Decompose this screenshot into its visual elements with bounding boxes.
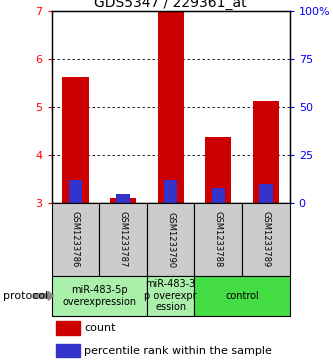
Bar	[194, 203, 242, 276]
Text: percentile rank within the sample: percentile rank within the sample	[84, 346, 272, 356]
Text: GSM1233789: GSM1233789	[261, 212, 270, 268]
Bar	[211, 188, 225, 203]
Text: GSM1233788: GSM1233788	[214, 211, 223, 268]
Bar	[147, 203, 194, 276]
Bar	[147, 276, 194, 316]
Bar	[259, 184, 273, 203]
Bar	[205, 137, 231, 203]
Bar	[116, 193, 130, 203]
Text: count: count	[84, 323, 116, 333]
Text: control: control	[225, 291, 259, 301]
Bar	[56, 322, 80, 335]
Bar	[52, 203, 99, 276]
Text: GSM1233786: GSM1233786	[71, 211, 80, 268]
Bar	[69, 180, 82, 203]
Title: GDS5347 / 229361_at: GDS5347 / 229361_at	[94, 0, 247, 10]
Text: GSM1233790: GSM1233790	[166, 212, 175, 268]
Bar	[62, 77, 89, 203]
Text: GSM1233787: GSM1233787	[119, 211, 128, 268]
Bar	[52, 276, 147, 316]
Bar	[56, 344, 80, 357]
Bar	[110, 197, 136, 203]
Text: miR-483-5p
overexpression: miR-483-5p overexpression	[62, 285, 136, 307]
Bar	[242, 203, 290, 276]
Bar	[253, 101, 279, 203]
Bar	[158, 11, 184, 203]
Bar	[99, 203, 147, 276]
Bar	[164, 180, 177, 203]
Text: protocol: protocol	[3, 291, 49, 301]
Bar	[194, 276, 290, 316]
Text: miR-483-3
p overexpr
ession: miR-483-3 p overexpr ession	[144, 279, 197, 313]
